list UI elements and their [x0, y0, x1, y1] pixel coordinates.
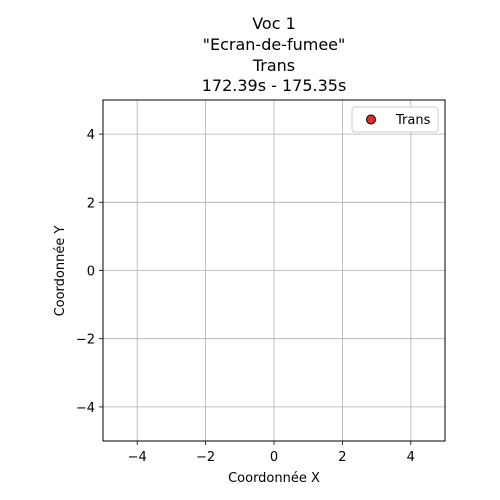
legend-marker-trans [366, 114, 376, 125]
title-line-2: "Ecran-de-fumee" [203, 35, 346, 54]
legend-box [351, 106, 439, 133]
x-axis-ticks: −4 −2 0 2 4 [128, 441, 415, 465]
y-tick-label: −2 [76, 333, 95, 348]
x-tick-label: −2 [196, 450, 215, 465]
title-line-3: Trans [252, 56, 295, 75]
x-tick-label: 2 [338, 450, 346, 465]
x-tick-label: 0 [270, 450, 278, 465]
x-tick-label: −4 [128, 450, 147, 465]
title-line-1: Voc 1 [252, 14, 296, 33]
x-axis-label: Coordonnée X [228, 471, 320, 486]
y-tick-label: 2 [87, 196, 95, 211]
y-axis-label: Coordonnée Y [53, 226, 68, 317]
grid-lines [103, 100, 445, 441]
y-tick-label: 4 [87, 128, 95, 143]
x-tick-label: 4 [407, 450, 415, 465]
legend-label-trans: Trans [395, 113, 431, 128]
title-line-4: 172.39s - 175.35s [202, 76, 347, 95]
legend: Trans [351, 106, 439, 133]
y-tick-label: −4 [76, 401, 95, 416]
y-axis-ticks: −4 −2 0 2 4 [76, 128, 103, 416]
y-tick-label: 0 [87, 265, 95, 280]
chart-title: Voc 1 "Ecran-de-fumee" Trans 172.39s - 1… [202, 14, 347, 95]
